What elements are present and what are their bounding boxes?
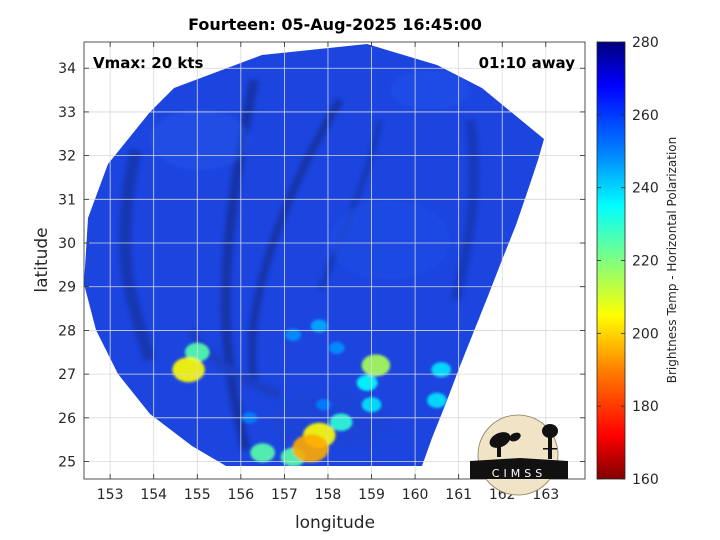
y-tick-label: 25 xyxy=(58,455,76,471)
y-tick-label: 34 xyxy=(58,61,76,77)
brightness-feature xyxy=(361,354,391,377)
x-tick-label: 155 xyxy=(184,487,211,503)
brightness-feature xyxy=(172,357,205,383)
x-axis-label: longitude xyxy=(295,513,375,533)
brightness-feature xyxy=(431,362,452,378)
y-tick-label: 29 xyxy=(58,280,76,296)
brightness-feature xyxy=(328,341,345,354)
brightness-feature xyxy=(329,413,353,431)
brightness-feature xyxy=(316,398,332,411)
colorbar-tick-label: 280 xyxy=(632,35,659,51)
cimss-logo: CIMSS xyxy=(470,414,568,496)
colorbar-tick-label: 160 xyxy=(632,472,659,488)
time-away-annotation: 01:10 away xyxy=(479,54,576,72)
satellite-dish-icon xyxy=(489,432,521,457)
x-tick-label: 153 xyxy=(97,487,124,503)
x-tick-label: 156 xyxy=(227,487,254,503)
y-tick-label: 30 xyxy=(58,236,76,252)
x-tick-label: 157 xyxy=(271,487,298,503)
chart-title: Fourteen: 05-Aug-2025 16:45:00 xyxy=(188,15,482,34)
x-tick-label: 163 xyxy=(532,487,559,503)
brightness-temp-swath xyxy=(84,44,544,466)
x-tick-label: 158 xyxy=(315,487,342,503)
y-tick-label: 31 xyxy=(58,192,76,208)
x-tick-label: 161 xyxy=(445,487,472,503)
water-tower-icon xyxy=(542,424,558,459)
colorbar-tick-label: 260 xyxy=(632,108,659,124)
vmax-annotation: Vmax: 20 kts xyxy=(93,54,203,72)
x-tick-label: 160 xyxy=(402,487,429,503)
brightness-feature xyxy=(292,434,329,463)
colorbar-tick-label: 180 xyxy=(632,399,659,415)
brightness-feature xyxy=(250,443,275,463)
y-axis-label: latitude xyxy=(32,227,52,292)
x-tick-label: 159 xyxy=(358,487,385,503)
y-tick-label: 28 xyxy=(58,323,76,339)
colorbar-tick-label: 200 xyxy=(632,326,659,342)
brightness-feature xyxy=(310,319,328,333)
colorbar-label: Brightness Temp - Horizontal Polarizatio… xyxy=(665,137,679,384)
axes-box xyxy=(83,41,586,480)
y-tick-label: 27 xyxy=(58,367,76,383)
y-tick-label: 26 xyxy=(58,411,76,427)
brightness-feature xyxy=(285,328,301,341)
y-tick-label: 33 xyxy=(58,105,76,121)
brightness-feature xyxy=(356,374,378,391)
colorbar-tick-label: 240 xyxy=(632,181,659,197)
brightness-feature xyxy=(427,392,447,408)
colorbar: 160 180 200 220 240 260 280 Brightness Temp - … xyxy=(596,35,679,488)
y-tick-label: 32 xyxy=(58,149,76,165)
logo-text: CIMSS xyxy=(492,467,546,480)
colorbar-gradient xyxy=(596,41,626,480)
x-tick-label: 154 xyxy=(140,487,167,503)
colorbar-tick-label: 220 xyxy=(632,254,659,270)
grid xyxy=(84,42,585,479)
